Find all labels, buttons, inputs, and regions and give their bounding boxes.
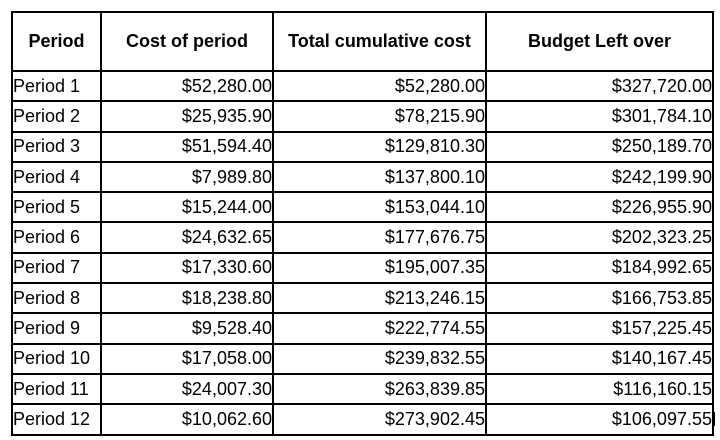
total-cumulative-cost-cell: $273,902.45 [272,403,487,436]
budget-left-over-cell: $301,784.10 [485,100,714,133]
cost-of-period-cell: $18,238.80 [100,282,274,315]
cost-of-period-cell: $17,058.00 [100,342,274,375]
total-cumulative-cost-cell: $263,839.85 [272,372,487,406]
total-cumulative-cost-cell: $195,007.35 [272,251,487,285]
cost-of-period-cell: $17,330.60 [100,251,274,285]
header-total-cumulative-cost: Total cumulative cost [272,11,487,72]
table-header: Period Cost of period Total cumulative c… [11,11,714,72]
header-budget-left-over: Budget Left over [485,11,714,72]
budget-left-over-cell: $202,323.25 [485,221,714,254]
budget-left-over-cell: $184,992.65 [485,251,714,285]
period-cell: Period 11 [11,372,102,406]
table-body: Period 1 $52,280.00 $52,280.00 $327,720.00 P… [11,69,714,436]
table-row: Period 1 $52,280.00 $52,280.00 $327,720.00 [11,69,714,103]
period-cell: Period 12 [11,403,102,436]
edge-mark [713,412,715,426]
total-cumulative-cost-cell: $153,044.10 [272,191,487,224]
period-cell: Period 8 [11,282,102,315]
table-row: Period 4 $7,989.80 $137,800.10 $242,199.90 [11,160,714,194]
table-row: Period 9 $9,528.40 $222,774.55 $157,225.45 [11,312,714,345]
budget-left-over-cell: $106,097.55 [485,403,714,436]
period-cell: Period 7 [11,251,102,285]
period-cell: Period 1 [11,69,102,103]
cost-of-period-cell: $7,989.80 [100,160,274,194]
total-cumulative-cost-cell: $78,215.90 [272,100,487,133]
cost-of-period-cell: $10,062.60 [100,403,274,436]
period-cell: Period 5 [11,191,102,224]
budget-left-over-cell: $140,167.45 [485,342,714,375]
total-cumulative-cost-cell: $52,280.00 [272,69,487,103]
budget-left-over-cell: $166,753.85 [485,282,714,315]
cost-of-period-cell: $25,935.90 [100,100,274,133]
budget-left-over-cell: $116,160.15 [485,372,714,406]
period-cell: Period 9 [11,312,102,345]
period-cell: Period 3 [11,130,102,163]
cost-of-period-cell: $51,594.40 [100,130,274,163]
table-row: Period 5 $15,244.00 $153,044.10 $226,955.90 [11,191,714,224]
period-cell: Period 4 [11,160,102,194]
table-row: Period 6 $24,632.65 $177,676.75 $202,323.25 [11,221,714,254]
total-cumulative-cost-cell: $129,810.30 [272,130,487,163]
budget-left-over-cell: $327,720.00 [485,69,714,103]
header-period: Period [11,11,102,72]
budget-left-over-cell: $250,189.70 [485,130,714,163]
cost-of-period-cell: $24,632.65 [100,221,274,254]
cost-of-period-cell: $9,528.40 [100,312,274,345]
budget-left-over-cell: $226,955.90 [485,191,714,224]
header-row: Period Cost of period Total cumulative c… [11,11,714,72]
period-cell: Period 10 [11,342,102,375]
total-cumulative-cost-cell: $213,246.15 [272,282,487,315]
total-cumulative-cost-cell: $177,676.75 [272,221,487,254]
budget-left-over-cell: $242,199.90 [485,160,714,194]
budget-table: Period Cost of period Total cumulative c… [11,11,714,436]
table-row: Period 10 $17,058.00 $239,832.55 $140,167.4… [11,342,714,375]
cost-of-period-cell: $52,280.00 [100,69,274,103]
table-row: Period 11 $24,007.30 $263,839.85 $116,160.1… [11,372,714,406]
total-cumulative-cost-cell: $222,774.55 [272,312,487,345]
period-cell: Period 2 [11,100,102,133]
table-row: Period 12 $10,062.60 $273,902.45 $106,097.5… [11,403,714,436]
table-row: Period 7 $17,330.60 $195,007.35 $184,992.65 [11,251,714,285]
budget-left-over-cell: $157,225.45 [485,312,714,345]
period-cell: Period 6 [11,221,102,254]
table-row: Period 2 $25,935.90 $78,215.90 $301,784.10 [11,100,714,133]
total-cumulative-cost-cell: $137,800.10 [272,160,487,194]
table-row: Period 8 $18,238.80 $213,246.15 $166,753.85 [11,282,714,315]
cost-of-period-cell: $15,244.00 [100,191,274,224]
cost-of-period-cell: $24,007.30 [100,372,274,406]
total-cumulative-cost-cell: $239,832.55 [272,342,487,375]
header-cost-of-period: Cost of period [100,11,274,72]
table-row: Period 3 $51,594.40 $129,810.30 $250,189.70 [11,130,714,163]
